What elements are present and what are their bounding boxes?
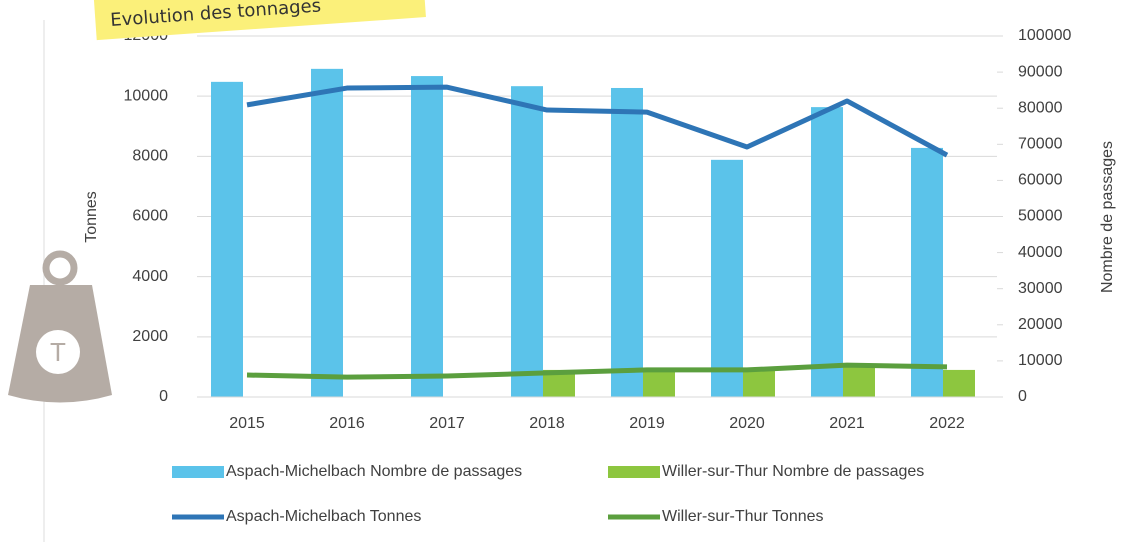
x-tick-label: 2016 — [329, 415, 365, 432]
x-tick-label: 2019 — [629, 415, 665, 432]
bar — [511, 86, 543, 397]
y2-tick-label: 90000 — [1018, 63, 1063, 80]
bar — [843, 364, 875, 397]
bar — [711, 159, 743, 397]
bar — [911, 147, 943, 397]
legend-swatch — [608, 466, 660, 478]
bar — [643, 369, 675, 397]
bar — [743, 369, 775, 397]
bar — [943, 369, 975, 397]
y-tick-label: 10000 — [124, 87, 169, 104]
legend-swatch — [172, 466, 224, 478]
x-tick-label: 2018 — [529, 415, 565, 432]
y2-tick-label: 40000 — [1018, 244, 1063, 261]
x-tick-label: 2021 — [829, 415, 865, 432]
bar — [611, 87, 643, 397]
y2-axis-label: Nombre de passages — [1099, 141, 1116, 293]
y2-tick-label: 10000 — [1018, 352, 1063, 369]
title-note: Evolution des tonnages — [92, 0, 426, 41]
legend-label: Willer-sur-Thur Nombre de passages — [662, 463, 924, 480]
y2-tick-label: 70000 — [1018, 136, 1063, 153]
bar — [811, 107, 843, 397]
y-tick-label: 2000 — [132, 328, 168, 345]
x-tick-label: 2017 — [429, 415, 465, 432]
y-tick-label: 8000 — [132, 148, 168, 165]
weight-icon: T — [8, 250, 112, 403]
x-tick-label: 2020 — [729, 415, 765, 432]
x-tick-label: 2015 — [229, 415, 265, 432]
svg-text:T: T — [50, 337, 66, 367]
y-axis-label: Tonnes — [83, 191, 100, 243]
y-tick-label: 0 — [159, 388, 168, 405]
y2-tick-label: 0 — [1018, 388, 1027, 405]
line — [246, 84, 949, 158]
legend-label: Willer-sur-Thur Tonnes — [662, 508, 824, 525]
y2-tick-label: 50000 — [1018, 208, 1063, 225]
bar — [211, 81, 243, 398]
y2-tick-label: 20000 — [1018, 316, 1063, 333]
x-tick-label: 2022 — [929, 415, 965, 432]
bar — [411, 76, 443, 398]
y2-tick-label: 60000 — [1018, 172, 1063, 189]
legend-label: Aspach-Michelbach Nombre de passages — [226, 463, 522, 480]
y-tick-label: 6000 — [132, 208, 168, 225]
bar — [311, 68, 343, 397]
y2-tick-label: 80000 — [1018, 99, 1063, 116]
y2-tick-label: 100000 — [1018, 27, 1071, 44]
legend-label: Aspach-Michelbach Tonnes — [226, 508, 421, 525]
y-tick-label: 4000 — [132, 268, 168, 285]
y2-tick-label: 30000 — [1018, 280, 1063, 297]
line — [246, 362, 948, 380]
